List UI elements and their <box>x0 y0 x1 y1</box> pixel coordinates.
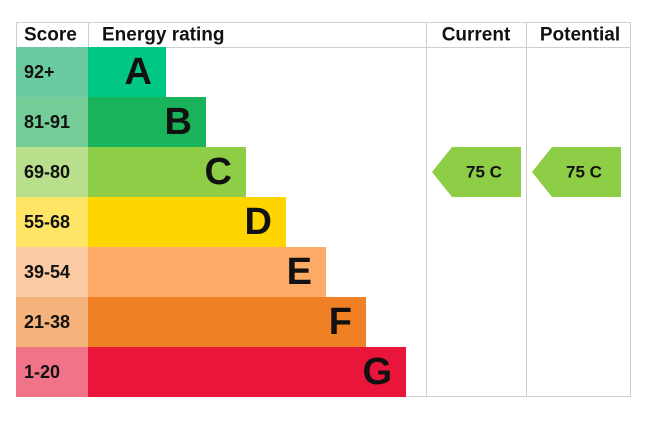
score-range: 69-80 <box>24 162 70 182</box>
rating-letter: G <box>362 351 392 393</box>
score-cell <box>16 147 88 197</box>
score-cell <box>16 247 88 297</box>
rating-letter: D <box>245 201 272 243</box>
score-range: 1-20 <box>24 362 60 382</box>
rating-bar <box>88 247 326 297</box>
score-range: 39-54 <box>24 262 70 282</box>
rating-bar <box>88 297 366 347</box>
score-range: 55-68 <box>24 212 70 232</box>
rating-bar <box>88 47 166 97</box>
header-current: Current <box>442 25 511 46</box>
rating-bar <box>88 97 206 147</box>
rating-letter: B <box>165 101 192 143</box>
rating-letter: E <box>287 251 312 293</box>
score-cell <box>16 197 88 247</box>
header-potential: Potential <box>540 25 620 46</box>
score-cell <box>16 97 88 147</box>
rating-bar <box>88 347 406 397</box>
current-label: 75 C <box>466 163 502 182</box>
potential-arrow <box>532 147 621 197</box>
rating-bar <box>88 147 246 197</box>
score-cell <box>16 47 88 97</box>
header-rating: Energy rating <box>102 25 224 46</box>
score-range: 21-38 <box>24 312 70 332</box>
header-score: Score <box>24 25 77 46</box>
rating-letter: C <box>205 151 232 193</box>
score-cell <box>16 297 88 347</box>
rating-bar <box>88 197 286 247</box>
bands: 92+ A 81-91 B 69-80 C 55-68 D 39-54 E 21-38 F 1-20 G <box>16 47 406 397</box>
score-cell <box>16 347 88 397</box>
potential-label: 75 C <box>566 163 602 182</box>
current-arrow <box>432 147 521 197</box>
score-range: 81-91 <box>24 112 70 132</box>
rating-letter: F <box>329 301 352 343</box>
score-range: 92+ <box>24 62 55 82</box>
rating-letter: A <box>125 51 152 93</box>
